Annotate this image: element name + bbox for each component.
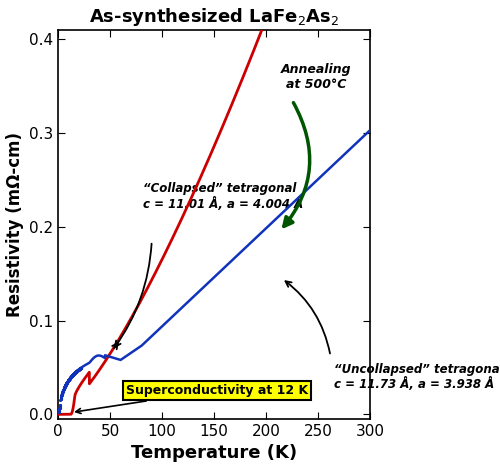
X-axis label: Temperature (K): Temperature (K) — [131, 445, 297, 462]
Text: Superconductivity at 12 K: Superconductivity at 12 K — [76, 384, 308, 414]
Text: Annealing
at 500°C: Annealing at 500°C — [280, 63, 351, 91]
Text: c = 11.73 Å, a = 3.938 Å: c = 11.73 Å, a = 3.938 Å — [334, 377, 494, 391]
Y-axis label: Resistivity (mΩ-cm): Resistivity (mΩ-cm) — [6, 132, 24, 317]
Text: “Uncollapsed” tetragonal: “Uncollapsed” tetragonal — [334, 363, 500, 376]
Text: “Collapsed” tetragonal: “Collapsed” tetragonal — [144, 182, 297, 195]
FancyArrowPatch shape — [284, 102, 310, 227]
Title: As-synthesized LaFe$_2$As$_2$: As-synthesized LaFe$_2$As$_2$ — [89, 6, 339, 28]
Text: c = 11.01 Å, a = 4.004 Å: c = 11.01 Å, a = 4.004 Å — [144, 197, 304, 211]
